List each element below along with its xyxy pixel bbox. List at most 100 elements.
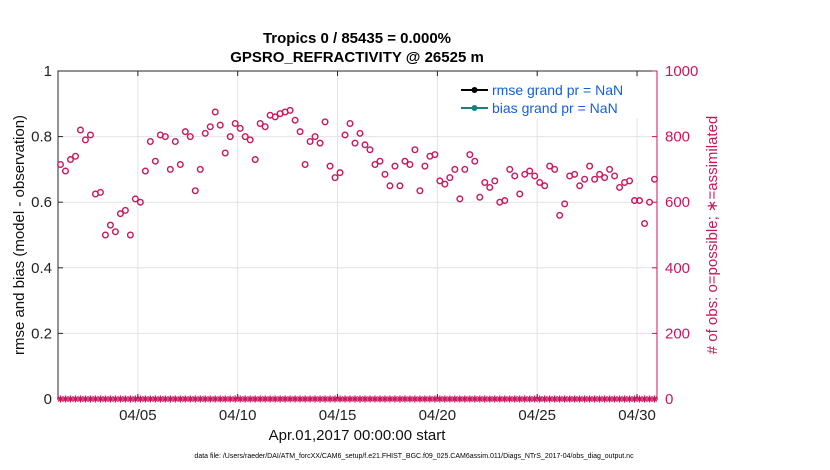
assimilated-obs-point xyxy=(601,395,609,403)
possible-obs-point xyxy=(401,157,409,165)
axes: 04/05 04/10 04/15 04/20 04/25 04/30 0 0.2 0.4 0.6… xyxy=(31,63,698,424)
possible-obs-point xyxy=(201,129,209,137)
possible-obs-point xyxy=(511,172,519,180)
assimilated-obs-point xyxy=(371,395,379,403)
possible-obs-point xyxy=(221,149,229,157)
possible-obs-point xyxy=(56,160,64,168)
possible-obs-point xyxy=(381,170,389,178)
assimilated-obs-point xyxy=(156,395,164,403)
possible-obs-point xyxy=(431,151,439,159)
assimilated-obs-point xyxy=(401,395,409,403)
y-tick-label-right: 1000 xyxy=(665,63,698,80)
assimilated-obs-point xyxy=(66,395,74,403)
assimilated-obs-point xyxy=(331,395,339,403)
assimilated-obs-point xyxy=(506,395,514,403)
legend-rmse-label: rmse grand pr = NaN xyxy=(492,82,623,98)
possible-obs-point xyxy=(491,177,499,185)
x-axis-label: Apr.01,2017 00:00:00 start xyxy=(269,427,447,444)
possible-obs-point xyxy=(116,210,124,218)
possible-obs-point xyxy=(86,131,94,139)
y-tick-label-left: 0.4 xyxy=(31,260,52,277)
assimilated-obs-point xyxy=(386,395,394,403)
possible-obs-point xyxy=(526,167,534,175)
possible-obs-point xyxy=(516,190,524,198)
assimilated-obs-point xyxy=(191,395,199,403)
possible-obs-point xyxy=(466,151,474,159)
possible-obs-point xyxy=(606,165,614,173)
possible-obs-point xyxy=(361,141,369,149)
possible-obs-point xyxy=(646,198,654,206)
chart-title-line2: GPSRO_REFRACTIVITY @ 26525 m xyxy=(230,49,484,66)
possible-obs-point xyxy=(186,133,194,141)
possible-obs-point xyxy=(216,121,224,129)
assimilated-obs-point xyxy=(526,395,534,403)
possible-obs-point xyxy=(501,197,509,205)
possible-obs-point xyxy=(356,129,364,137)
assimilated-obs-point xyxy=(126,395,134,403)
possible-obs-point xyxy=(436,177,444,185)
possible-obs-point xyxy=(541,182,549,190)
chart-title-line1: Tropics 0 / 85435 = 0.000% xyxy=(263,30,451,47)
possible-obs-point xyxy=(371,160,379,168)
possible-obs-point xyxy=(446,174,454,182)
legend-bias-marker xyxy=(471,105,478,111)
assimilated-obs-point xyxy=(621,395,629,403)
possible-obs-point xyxy=(226,133,234,141)
possible-obs-point xyxy=(531,172,539,180)
y-tick-label-left: 1 xyxy=(44,63,52,80)
possible-obs-point xyxy=(336,169,344,177)
possible-obs-point xyxy=(76,126,84,134)
possible-obs-point xyxy=(641,220,649,228)
assimilated-obs-point xyxy=(71,395,79,403)
assimilated-obs-point xyxy=(481,395,489,403)
y-tick-label-right: 0 xyxy=(665,391,673,408)
y-axis-label-right: # of obs: o=possible; ∗=assimilated xyxy=(704,116,721,355)
possible-obs-point xyxy=(651,175,659,183)
possible-obs-point xyxy=(306,138,314,146)
possible-obs-point xyxy=(366,146,374,154)
assimilated-obs-point xyxy=(146,395,154,403)
possible-obs-point xyxy=(181,128,189,136)
possible-obs-point xyxy=(586,162,594,170)
possible-obs-point xyxy=(396,182,404,190)
possible-obs-point xyxy=(351,139,359,147)
y-tick-label-right: 800 xyxy=(665,129,690,146)
possible-obs-point xyxy=(191,187,199,195)
possible-obs-point xyxy=(611,172,619,180)
y-tick-label-right: 600 xyxy=(665,194,690,211)
possible-obs-point xyxy=(206,123,214,131)
possible-obs-point xyxy=(311,133,319,141)
assimilated-obs-point xyxy=(471,395,479,403)
possible-obs-point xyxy=(476,193,484,201)
assimilated-obs-point xyxy=(176,395,184,403)
data-file-footnote: data file: /Users/raeder/DAI/ATM_forcXX/… xyxy=(194,453,634,460)
possible-obs-point xyxy=(231,119,239,127)
possible-obs-point xyxy=(551,165,559,173)
possible-obs-point xyxy=(246,136,254,144)
possible-obs-point xyxy=(416,187,424,195)
possible-obs-point xyxy=(141,167,149,175)
possible-obs-point xyxy=(271,113,279,121)
possible-obs-point xyxy=(576,182,584,190)
y-axis-label-left: rmse and bias (model - observation) xyxy=(11,115,28,355)
possible-obs-point xyxy=(461,165,469,173)
possible-obs-point xyxy=(506,165,514,173)
possible-obs-point xyxy=(331,174,339,182)
possible-obs-point xyxy=(326,162,334,170)
possible-obs-point xyxy=(121,206,129,214)
possible-obs-point xyxy=(71,152,79,160)
assimilated-obs-point xyxy=(456,395,464,403)
possible-obs-point xyxy=(111,228,119,236)
possible-obs-point xyxy=(151,157,159,165)
possible-obs-point xyxy=(391,162,399,170)
plot-background xyxy=(58,71,657,399)
possible-obs-point xyxy=(176,160,184,168)
possible-obs-point xyxy=(146,138,154,146)
possible-obs-point xyxy=(61,167,69,175)
assimilated-obs-point xyxy=(366,395,374,403)
possible-obs-point xyxy=(386,182,394,190)
possible-obs-point xyxy=(256,119,264,127)
possible-obs-point xyxy=(536,179,544,187)
assimilated-obs-point xyxy=(291,395,299,403)
